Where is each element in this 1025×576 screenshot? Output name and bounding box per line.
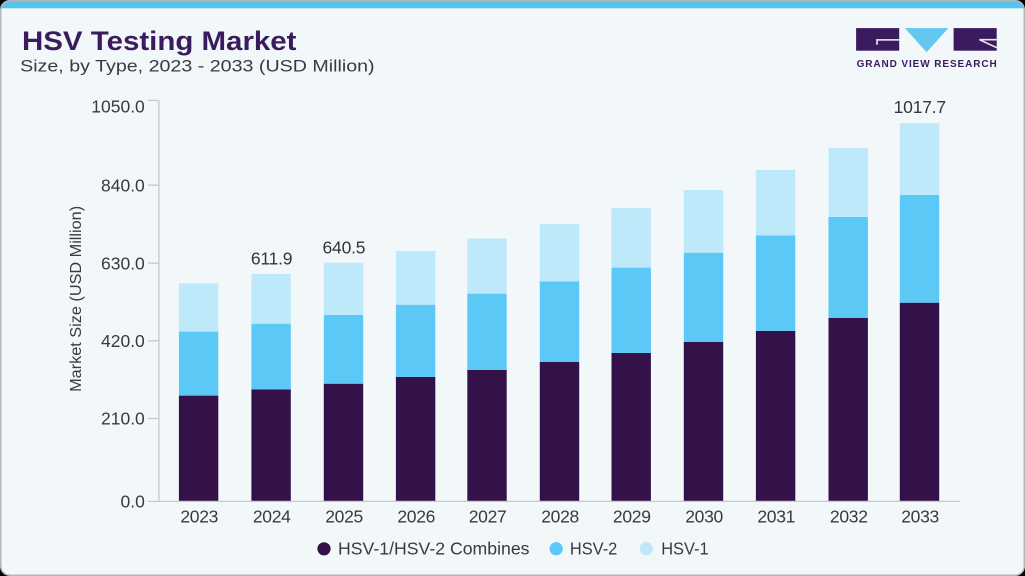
svg-text:840.0: 840.0 xyxy=(101,175,145,195)
svg-text:630.0: 630.0 xyxy=(101,253,145,273)
svg-text:2025: 2025 xyxy=(325,506,363,526)
svg-text:2029: 2029 xyxy=(613,506,651,526)
svg-text:2027: 2027 xyxy=(469,506,507,526)
svg-text:GRAND VIEW RESEARCH: GRAND VIEW RESEARCH xyxy=(857,59,998,70)
svg-text:0.0: 0.0 xyxy=(120,492,145,512)
svg-text:HSV-1/HSV-2 Combines: HSV-1/HSV-2 Combines xyxy=(338,539,530,559)
svg-text:HSV-1: HSV-1 xyxy=(661,539,708,559)
svg-text:2031: 2031 xyxy=(757,506,795,526)
svg-text:HSV-2: HSV-2 xyxy=(570,539,617,559)
svg-text:2024: 2024 xyxy=(253,506,291,526)
svg-text:2023: 2023 xyxy=(180,506,218,526)
svg-text:Market Size (USD Million): Market Size (USD Million) xyxy=(68,206,85,392)
svg-text:2028: 2028 xyxy=(541,506,579,526)
svg-text:640.5: 640.5 xyxy=(323,237,366,257)
svg-text:2030: 2030 xyxy=(685,506,723,526)
svg-text:611.9: 611.9 xyxy=(251,249,293,269)
svg-text:Size, by Type, 2023 - 2033 (US: Size, by Type, 2023 - 2033 (USD Million) xyxy=(20,58,375,76)
svg-text:2026: 2026 xyxy=(397,506,435,526)
svg-text:HSV Testing Market: HSV Testing Market xyxy=(22,26,297,56)
svg-text:2032: 2032 xyxy=(830,506,868,526)
svg-text:420.0: 420.0 xyxy=(101,331,145,351)
svg-text:1050.0: 1050.0 xyxy=(91,97,145,117)
svg-text:210.0: 210.0 xyxy=(101,409,145,429)
svg-text:2033: 2033 xyxy=(901,506,939,526)
svg-text:1017.7: 1017.7 xyxy=(894,97,946,117)
